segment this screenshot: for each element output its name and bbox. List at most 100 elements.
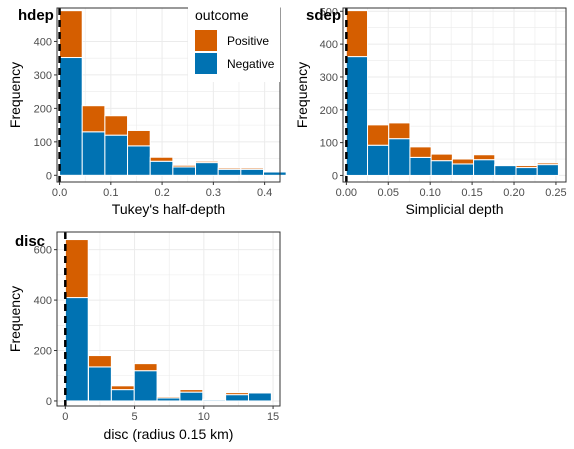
y-tick-label: 400 (34, 36, 52, 48)
bar-positive-hdep-9 (263, 171, 286, 172)
bar-negative-sdep-1 (368, 145, 389, 175)
bar-negative-sdep-5 (452, 164, 473, 175)
bar-negative-hdep-7 (218, 169, 241, 175)
y-tick-label: 400 (320, 39, 338, 51)
y-tick-label: 0 (46, 170, 52, 182)
bar-negative-hdep-0 (60, 58, 83, 176)
bar-positive-sdep-4 (431, 154, 452, 161)
bar-positive-hdep-6 (196, 161, 219, 162)
bar-positive-disc-7 (226, 393, 249, 395)
bar-negative-sdep-3 (410, 157, 431, 175)
bar-positive-disc-2 (111, 386, 134, 390)
x-tick-label: 0.05 (378, 187, 399, 199)
x-tick-label: 0.4 (257, 187, 272, 199)
bar-negative-disc-7 (226, 395, 249, 401)
bar-positive-hdep-4 (150, 157, 173, 161)
bar-positive-sdep-5 (452, 159, 473, 164)
bar-positive-hdep-3 (128, 130, 151, 145)
y-tick-label: 400 (34, 295, 52, 307)
y-tick-label: 0 (332, 170, 338, 182)
bar-positive-sdep-2 (389, 123, 410, 139)
legend-key-positive (195, 30, 217, 51)
bar-negative-hdep-3 (128, 146, 151, 175)
bar-negative-disc-2 (111, 390, 134, 401)
bar-negative-sdep-2 (389, 139, 410, 176)
x-tick-label: 10 (198, 411, 210, 423)
x-tick-label: 15 (267, 411, 279, 423)
y-axis-title: Frequency (7, 286, 23, 352)
bar-negative-sdep-7 (495, 166, 516, 176)
bar-negative-hdep-9 (263, 172, 286, 175)
bar-negative-sdep-4 (431, 161, 452, 176)
bar-positive-sdep-9 (537, 163, 558, 165)
x-axis-title: disc (radius 0.15 km) (104, 426, 234, 442)
legend-label-positive: Positive (227, 34, 269, 48)
x-tick-label: 0.25 (545, 187, 566, 199)
bar-negative-hdep-8 (241, 169, 264, 175)
bar-positive-sdep-1 (368, 125, 389, 145)
y-tick-label: 200 (34, 346, 52, 358)
bar-positive-hdep-5 (173, 165, 196, 167)
bar-negative-disc-8 (248, 393, 271, 401)
bar-positive-disc-6 (203, 399, 226, 400)
bar-positive-disc-4 (157, 397, 180, 398)
y-tick-label: 0 (46, 396, 52, 408)
x-tick-label: 0.3 (206, 187, 221, 199)
bar-positive-hdep-2 (105, 116, 128, 135)
y-tick-label: 300 (34, 70, 52, 82)
bar-negative-hdep-2 (105, 135, 128, 175)
y-axis-title: Frequency (7, 62, 23, 128)
x-tick-label: 0 (62, 411, 68, 423)
y-tick-label: 300 (320, 72, 338, 84)
bar-negative-disc-0 (65, 298, 88, 401)
y-tick-label: 200 (34, 103, 52, 115)
bar-positive-sdep-7 (495, 165, 516, 166)
panel-tag-sdep: sdep (306, 7, 341, 24)
bar-positive-hdep-0 (60, 11, 83, 58)
x-tick-label: 5 (132, 411, 138, 423)
bar-negative-hdep-5 (173, 167, 196, 175)
bar-positive-disc-0 (65, 240, 88, 298)
panel-sdep: 0.00 0.05 0.10 0.15 0.20 0.250100200300400500… (294, 6, 567, 217)
x-tick-label: 0.10 (419, 187, 440, 199)
y-tick-label: 100 (34, 137, 52, 149)
bar-positive-disc-1 (89, 356, 112, 367)
bar-negative-disc-5 (180, 392, 203, 401)
bar-positive-sdep-3 (410, 147, 431, 158)
panel-tag-hdep: hdep (18, 7, 54, 24)
legend-label-negative: Negative (227, 57, 275, 71)
x-tick-label: 0.2 (154, 187, 169, 199)
legend-key-negative (195, 53, 217, 74)
bar-negative-disc-1 (89, 367, 112, 401)
x-tick-label: 0.00 (336, 187, 357, 199)
x-axis-title: Simplicial depth (405, 201, 503, 217)
panel-disc: 0 5 10 150200400600disc (radius 0.15 km)Fre… (7, 232, 280, 442)
x-tick-label: 0.15 (461, 187, 482, 199)
bar-positive-disc-3 (134, 364, 157, 371)
y-tick-label: 200 (320, 105, 338, 117)
bar-negative-sdep-0 (346, 57, 367, 176)
bar-positive-hdep-1 (82, 106, 105, 132)
bar-positive-sdep-8 (516, 166, 537, 168)
bar-positive-hdep-8 (241, 168, 264, 169)
y-axis-title: Frequency (294, 62, 310, 128)
x-axis-title: Tukey's half-depth (112, 201, 225, 217)
bar-positive-sdep-0 (346, 11, 367, 57)
bar-negative-disc-3 (134, 371, 157, 401)
bar-positive-disc-8 (248, 392, 271, 393)
panel-tag-disc: disc (15, 233, 45, 250)
bar-positive-sdep-6 (474, 155, 495, 160)
legend-title: outcome (195, 7, 249, 23)
x-tick-label: 0.1 (103, 187, 118, 199)
bar-positive-disc-5 (180, 390, 203, 393)
y-tick-label: 100 (320, 138, 338, 150)
bar-negative-sdep-8 (516, 168, 537, 176)
bar-negative-hdep-6 (196, 163, 219, 176)
legend: outcome Positive Negative (188, 2, 280, 82)
bar-negative-hdep-4 (150, 161, 173, 175)
x-tick-label: 0.20 (503, 187, 524, 199)
bar-negative-hdep-1 (82, 132, 105, 176)
x-tick-label: 0.0 (52, 187, 67, 199)
bar-positive-hdep-7 (218, 168, 241, 169)
